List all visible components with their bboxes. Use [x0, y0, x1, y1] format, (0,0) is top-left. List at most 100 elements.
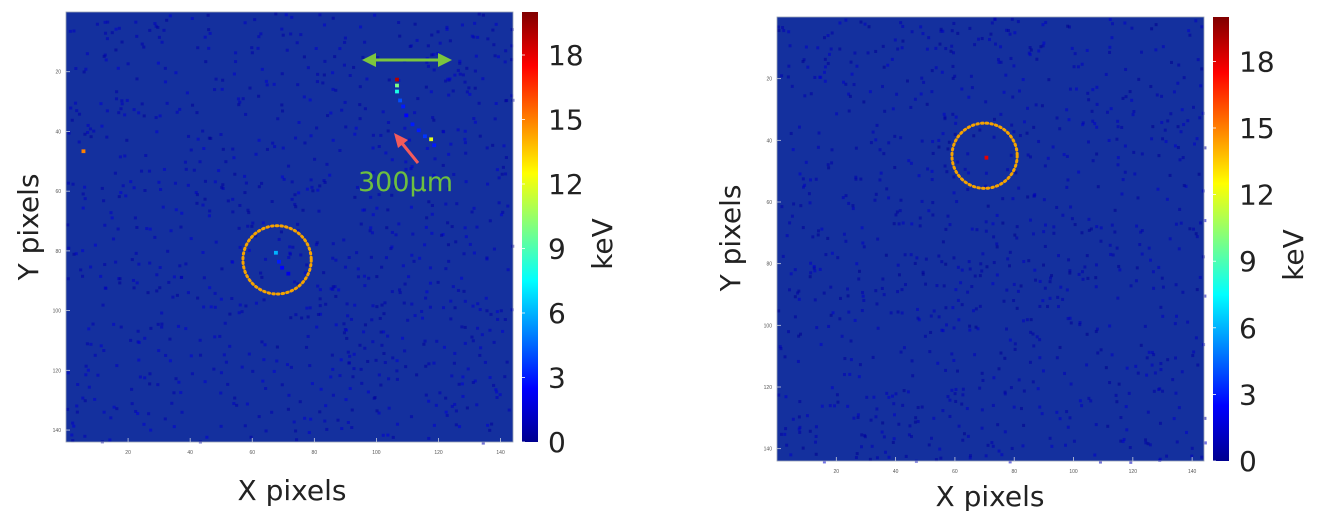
noise-pixel [1195, 137, 1199, 141]
noise-pixel [910, 30, 914, 34]
heatmap-noise [777, 17, 1207, 464]
noise-pixel [1052, 231, 1056, 235]
noise-pixel [1025, 131, 1029, 135]
noise-pixel [1157, 265, 1161, 270]
noise-pixel [890, 57, 894, 61]
noise-pixel [438, 391, 442, 395]
noise-pixel [924, 257, 928, 261]
noise-pixel [1038, 338, 1042, 342]
noise-pixel [293, 193, 297, 197]
noise-pixel [1044, 20, 1048, 25]
noise-pixel [828, 404, 832, 408]
noise-pixel [373, 13, 377, 17]
noise-pixel [826, 236, 830, 240]
noise-pixel [383, 301, 387, 305]
noise-pixel [306, 66, 310, 70]
noise-pixel [974, 307, 978, 311]
noise-pixel [250, 224, 254, 228]
noise-pixel [464, 180, 468, 184]
noise-pixel [1040, 412, 1044, 416]
noise-pixel [401, 264, 405, 268]
colorbar-tick-label: 15 [548, 104, 584, 137]
noise-pixel [130, 258, 134, 262]
noise-pixel [887, 196, 891, 200]
noise-pixel [881, 44, 885, 48]
noise-pixel [71, 421, 75, 425]
noise-pixel [386, 433, 390, 437]
noise-pixel [84, 364, 88, 368]
noise-pixel [1061, 213, 1065, 217]
noise-pixel [777, 309, 781, 313]
noise-pixel [999, 112, 1003, 116]
noise-pixel [1152, 389, 1156, 393]
noise-pixel [1108, 324, 1112, 328]
noise-pixel [848, 372, 852, 376]
noise-pixel [334, 294, 338, 298]
noise-pixel [1018, 133, 1022, 138]
noise-pixel [423, 243, 427, 247]
noise-pixel [804, 160, 808, 164]
noise-pixel [374, 358, 378, 362]
noise-pixel [1095, 125, 1099, 129]
noise-pixel [1115, 246, 1119, 250]
noise-pixel [338, 149, 342, 153]
noise-pixel [824, 253, 828, 257]
noise-pixel [464, 151, 468, 155]
noise-pixel [1119, 415, 1123, 420]
noise-pixel [290, 180, 294, 184]
noise-pixel [403, 282, 407, 286]
noise-pixel [198, 338, 202, 342]
noise-pixel [294, 429, 298, 433]
noise-pixel [113, 171, 117, 175]
noise-pixel [114, 97, 119, 101]
noise-pixel [484, 296, 488, 300]
heatmap-noise [66, 12, 515, 445]
noise-pixel [863, 22, 867, 26]
noise-pixel [804, 45, 808, 49]
noise-pixel [992, 260, 996, 265]
noise-pixel [103, 31, 108, 35]
noise-pixel [453, 351, 457, 355]
noise-pixel [238, 303, 242, 307]
noise-pixel [507, 408, 511, 412]
noise-pixel [1038, 356, 1042, 360]
noise-pixel [390, 290, 394, 294]
noise-pixel [495, 168, 499, 172]
noise-pixel [1150, 27, 1154, 31]
noise-pixel [951, 112, 955, 116]
noise-pixel [891, 107, 895, 111]
noise-pixel [930, 177, 934, 182]
noise-pixel [331, 287, 335, 291]
noise-pixel [846, 287, 850, 291]
noise-pixel [257, 35, 261, 39]
noise-pixel [148, 261, 152, 265]
noise-pixel [840, 334, 844, 338]
noise-pixel [1072, 65, 1076, 69]
noise-pixel [338, 374, 342, 378]
noise-pixel [984, 220, 988, 224]
noise-pixel [1181, 290, 1185, 294]
noise-pixel [264, 429, 268, 433]
noise-pixel [475, 225, 479, 229]
noise-pixel [787, 330, 791, 334]
noise-pixel [1150, 350, 1154, 355]
noise-pixel [260, 67, 264, 71]
noise-pixel [996, 423, 1000, 427]
noise-pixel [1002, 299, 1006, 303]
noise-pixel [452, 361, 456, 365]
noise-pixel [249, 435, 253, 439]
noise-pixel [359, 222, 363, 226]
noise-pixel [424, 296, 428, 300]
noise-pixel [1086, 91, 1090, 95]
noise-pixel [1184, 184, 1188, 188]
noise-pixel [238, 203, 242, 207]
noise-pixel [1008, 250, 1012, 254]
noise-pixel [1042, 198, 1046, 202]
y-axis-label: Y pixels [714, 185, 747, 293]
noise-pixel [293, 136, 298, 140]
noise-pixel [441, 130, 446, 134]
noise-pixel [75, 410, 79, 414]
noise-pixel [921, 32, 925, 36]
noise-pixel [1062, 153, 1066, 157]
noise-pixel [953, 132, 957, 136]
